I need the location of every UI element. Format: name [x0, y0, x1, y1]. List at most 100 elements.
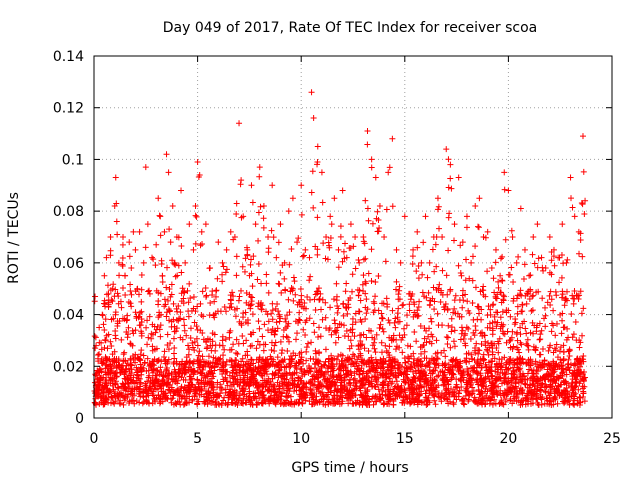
- data-point: [254, 338, 261, 345]
- data-point: [107, 234, 114, 240]
- data-point: [551, 262, 558, 269]
- data-point: [536, 320, 543, 327]
- data-point: [166, 387, 173, 394]
- data-point: [495, 383, 502, 390]
- data-point: [570, 391, 577, 398]
- data-point: [260, 215, 267, 222]
- data-point: [528, 308, 535, 315]
- data-point: [444, 341, 451, 348]
- data-point: [155, 298, 162, 305]
- data-point: [272, 305, 279, 312]
- data-point: [239, 332, 246, 339]
- data-point: [548, 257, 555, 264]
- data-point: [209, 291, 216, 298]
- data-point: [451, 221, 458, 228]
- data-point: [255, 260, 262, 267]
- data-point: [165, 169, 172, 176]
- data-point: [164, 297, 171, 304]
- data-point: [487, 311, 494, 318]
- data-point: [516, 291, 523, 298]
- data-point: [340, 248, 347, 255]
- data-point: [194, 401, 201, 408]
- data-point: [214, 275, 221, 282]
- data-point: [153, 241, 160, 248]
- data-point: [498, 362, 505, 369]
- data-point: [328, 221, 335, 228]
- data-point: [373, 376, 380, 383]
- data-point: [290, 274, 297, 281]
- data-point: [219, 342, 226, 349]
- data-point: [233, 349, 240, 356]
- data-point: [167, 293, 174, 300]
- data-point: [425, 333, 432, 340]
- data-point: [524, 336, 531, 343]
- data-point: [276, 281, 283, 288]
- data-point: [216, 356, 223, 363]
- data-point: [567, 174, 574, 181]
- data-point: [221, 303, 228, 310]
- data-point: [374, 228, 381, 235]
- data-point: [312, 291, 319, 298]
- data-point: [198, 377, 205, 384]
- data-point: [400, 301, 407, 308]
- data-point: [203, 339, 210, 346]
- data-point: [306, 254, 313, 261]
- data-point: [217, 355, 224, 362]
- data-point: [469, 300, 476, 307]
- data-point: [161, 353, 168, 360]
- data-point: [560, 349, 567, 356]
- data-point: [219, 278, 226, 285]
- data-point: [122, 272, 129, 279]
- data-point: [249, 199, 256, 206]
- data-point: [105, 399, 112, 406]
- data-point: [116, 272, 123, 279]
- data-point: [279, 347, 286, 354]
- data-point: [260, 224, 267, 231]
- data-point: [178, 187, 185, 194]
- data-point: [363, 296, 370, 303]
- data-point: [242, 309, 249, 316]
- data-point: [337, 367, 344, 374]
- data-point: [507, 388, 514, 395]
- data-point: [150, 256, 157, 263]
- data-point: [368, 357, 375, 364]
- data-point: [130, 228, 137, 235]
- data-point: [130, 330, 137, 337]
- data-point: [492, 293, 499, 300]
- data-point: [376, 324, 383, 331]
- data-point: [468, 259, 475, 266]
- data-point: [233, 211, 240, 218]
- data-point: [504, 386, 511, 393]
- data-point: [125, 399, 132, 406]
- data-point: [546, 344, 553, 351]
- data-point: [157, 333, 164, 340]
- data-point: [540, 267, 547, 274]
- data-point: [330, 392, 337, 399]
- data-point: [423, 372, 430, 379]
- data-point: [521, 261, 528, 268]
- data-point: [577, 288, 584, 295]
- data-point: [491, 289, 498, 296]
- data-point: [488, 265, 495, 272]
- data-point: [506, 360, 513, 367]
- x-tick-label: 10: [292, 431, 310, 447]
- data-point: [107, 247, 114, 254]
- data-point: [274, 325, 281, 332]
- data-point: [493, 344, 500, 351]
- data-point: [298, 182, 305, 189]
- data-point: [327, 234, 334, 241]
- data-point: [416, 392, 423, 399]
- data-point: [179, 285, 186, 292]
- data-point: [304, 293, 311, 300]
- data-point: [222, 368, 229, 375]
- data-point: [278, 289, 285, 296]
- data-point: [385, 317, 392, 324]
- data-point: [465, 325, 472, 332]
- data-point: [236, 293, 243, 300]
- data-point: [459, 304, 466, 311]
- data-point: [246, 390, 253, 397]
- data-point: [119, 380, 126, 387]
- data-point: [422, 213, 429, 220]
- x-tick-label: 25: [603, 431, 621, 447]
- data-point: [144, 317, 151, 324]
